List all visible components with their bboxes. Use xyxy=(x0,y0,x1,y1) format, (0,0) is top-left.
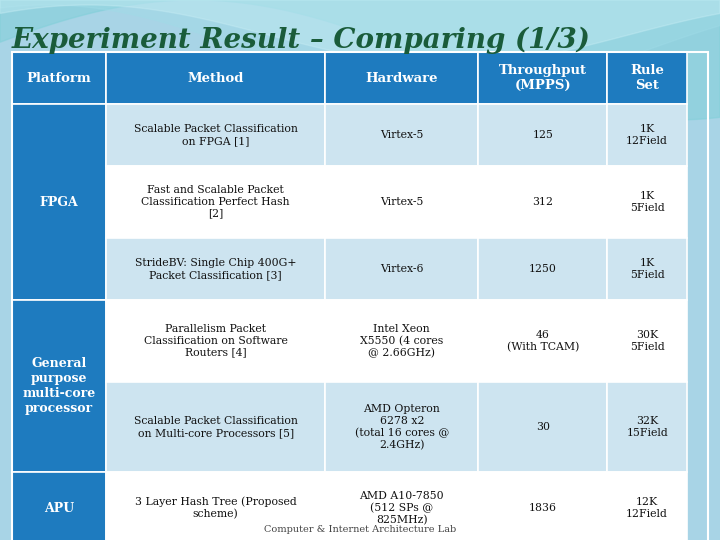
Bar xyxy=(106,300,325,382)
Bar xyxy=(607,52,687,104)
Bar xyxy=(478,52,607,104)
Text: Fast and Scalable Packet
Classification Perfect Hash
[2]: Fast and Scalable Packet Classification … xyxy=(141,185,290,219)
Bar xyxy=(12,52,106,104)
Bar xyxy=(478,238,607,300)
Text: 12K
12Field: 12K 12Field xyxy=(626,497,668,519)
Text: Method: Method xyxy=(187,71,244,84)
Text: StrideBV: Single Chip 400G+
Packet Classification [3]: StrideBV: Single Chip 400G+ Packet Class… xyxy=(135,258,297,280)
Text: Experiment Result – Comparing (1/3): Experiment Result – Comparing (1/3) xyxy=(12,26,591,53)
Bar xyxy=(106,472,325,540)
Text: 1K
5Field: 1K 5Field xyxy=(630,191,665,213)
Bar xyxy=(106,238,325,300)
Text: 1836: 1836 xyxy=(528,503,557,513)
Bar xyxy=(478,104,607,166)
Text: Scalable Packet Classification
on FPGA [1]: Scalable Packet Classification on FPGA [… xyxy=(134,124,297,146)
Text: AMD Opteron
6278 x2
(total 16 cores @
2.4GHz): AMD Opteron 6278 x2 (total 16 cores @ 2.… xyxy=(355,404,449,450)
Bar xyxy=(106,104,325,166)
Text: FPGA: FPGA xyxy=(40,195,78,208)
Text: 30: 30 xyxy=(536,422,549,432)
Bar xyxy=(607,104,687,166)
Text: Platform: Platform xyxy=(27,71,91,84)
Bar xyxy=(478,166,607,238)
Text: 125: 125 xyxy=(532,130,553,140)
Bar xyxy=(325,472,478,540)
Bar xyxy=(106,382,325,472)
Text: 46
(With TCAM): 46 (With TCAM) xyxy=(506,330,579,352)
Text: 1K
5Field: 1K 5Field xyxy=(630,258,665,280)
Bar xyxy=(607,238,687,300)
Text: 32K
15Field: 32K 15Field xyxy=(626,416,668,438)
Bar xyxy=(325,300,478,382)
Text: 3 Layer Hash Tree (Proposed
scheme): 3 Layer Hash Tree (Proposed scheme) xyxy=(135,497,297,519)
Bar xyxy=(106,52,325,104)
Bar xyxy=(325,104,478,166)
Bar xyxy=(106,166,325,238)
Bar xyxy=(325,382,478,472)
Text: Computer & Internet Architecture Lab: Computer & Internet Architecture Lab xyxy=(264,525,456,535)
Bar xyxy=(478,472,607,540)
Text: 312: 312 xyxy=(532,197,553,207)
Text: Virtex-5: Virtex-5 xyxy=(380,130,423,140)
Text: Hardware: Hardware xyxy=(366,71,438,84)
Text: General
purpose
multi-core
processor: General purpose multi-core processor xyxy=(22,357,96,415)
Text: Intel Xeon
X5550 (4 cores
@ 2.66GHz): Intel Xeon X5550 (4 cores @ 2.66GHz) xyxy=(360,324,444,358)
Text: 1K
12Field: 1K 12Field xyxy=(626,124,668,146)
Text: Rule
Set: Rule Set xyxy=(630,64,664,92)
Bar xyxy=(12,104,106,300)
Text: Parallelism Packet
Classification on Software
Routers [4]: Parallelism Packet Classification on Sof… xyxy=(144,325,287,357)
Text: Throughput
(MPPS): Throughput (MPPS) xyxy=(499,64,587,92)
Text: 30K
5Field: 30K 5Field xyxy=(630,330,665,352)
Bar xyxy=(478,382,607,472)
Bar xyxy=(325,52,478,104)
Bar xyxy=(325,238,478,300)
Bar xyxy=(607,166,687,238)
Bar xyxy=(12,300,106,472)
Bar xyxy=(607,382,687,472)
Bar xyxy=(478,300,607,382)
Text: Virtex-6: Virtex-6 xyxy=(380,264,423,274)
Text: Virtex-5: Virtex-5 xyxy=(380,197,423,207)
Text: APU: APU xyxy=(44,502,74,515)
Bar xyxy=(12,472,106,540)
Bar xyxy=(607,472,687,540)
Text: AMD A10-7850
(512 SPs @
825MHz): AMD A10-7850 (512 SPs @ 825MHz) xyxy=(359,491,444,525)
Bar xyxy=(607,300,687,382)
Text: Scalable Packet Classification
on Multi-core Processors [5]: Scalable Packet Classification on Multi-… xyxy=(134,416,297,438)
Bar xyxy=(325,166,478,238)
Text: 1250: 1250 xyxy=(528,264,557,274)
